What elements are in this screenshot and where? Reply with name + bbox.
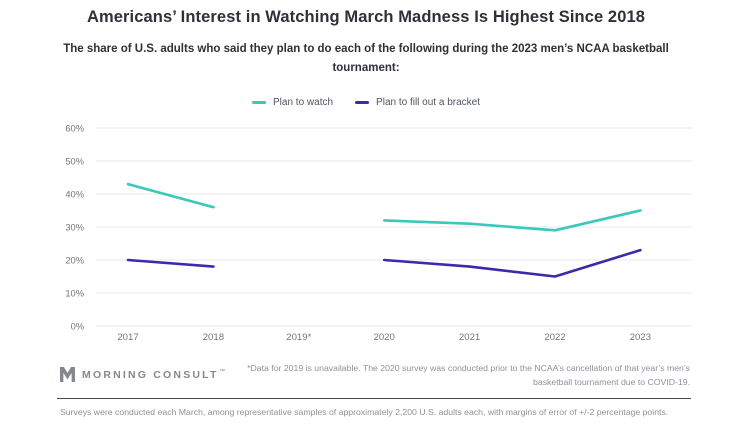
svg-text:10%: 10% xyxy=(65,288,84,298)
svg-text:40%: 40% xyxy=(65,189,84,199)
morning-consult-m-icon xyxy=(60,367,75,382)
svg-text:2017: 2017 xyxy=(117,332,138,343)
data-footnote: *Data for 2019 is unavailable. The 2020 … xyxy=(247,363,690,387)
svg-text:2023: 2023 xyxy=(630,332,651,343)
methodology-note: Surveys were conducted each March, among… xyxy=(60,407,669,417)
svg-text:50%: 50% xyxy=(65,156,84,166)
svg-text:0%: 0% xyxy=(71,321,84,331)
footer-divider xyxy=(57,398,691,399)
legend-label-plan-to-watch: Plan to watch xyxy=(273,97,334,108)
svg-text:2021: 2021 xyxy=(459,332,480,343)
svg-text:60%: 60% xyxy=(65,123,84,133)
chart-subtitle: The share of U.S. adults who said they p… xyxy=(63,43,669,74)
svg-text:2020: 2020 xyxy=(374,332,395,343)
line-chart: 0% 10% 20% 30% 40% 50% 60% 2017 2018 2019* 2020 202… xyxy=(0,116,732,348)
svg-text:30%: 30% xyxy=(65,222,84,232)
line-chart-svg: 0% 10% 20% 30% 40% 50% 60% 2017 2018 2019* 2020 202… xyxy=(65,123,692,343)
legend-swatch-navy xyxy=(355,101,370,104)
trademark-mark: ™ xyxy=(219,369,228,375)
svg-text:2022: 2022 xyxy=(544,332,565,343)
page-title: Americans’ Interest in Watching March Ma… xyxy=(86,8,646,26)
morning-consult-logo: MORNING CONSULT™ xyxy=(60,367,227,382)
legend-label-fill-bracket: Plan to fill out a bracket xyxy=(376,97,480,108)
legend-item-plan-to-watch: Plan to watch xyxy=(252,97,333,108)
chart-legend: Plan to watch Plan to fill out a bracket xyxy=(0,97,732,108)
svg-text:2018: 2018 xyxy=(203,332,224,343)
legend-item-fill-bracket: Plan to fill out a bracket xyxy=(355,97,480,108)
svg-text:20%: 20% xyxy=(65,255,84,265)
svg-text:2019*: 2019* xyxy=(286,332,311,343)
legend-swatch-teal xyxy=(252,101,266,104)
logo-wordmark: MORNING CONSULT™ xyxy=(82,368,228,381)
